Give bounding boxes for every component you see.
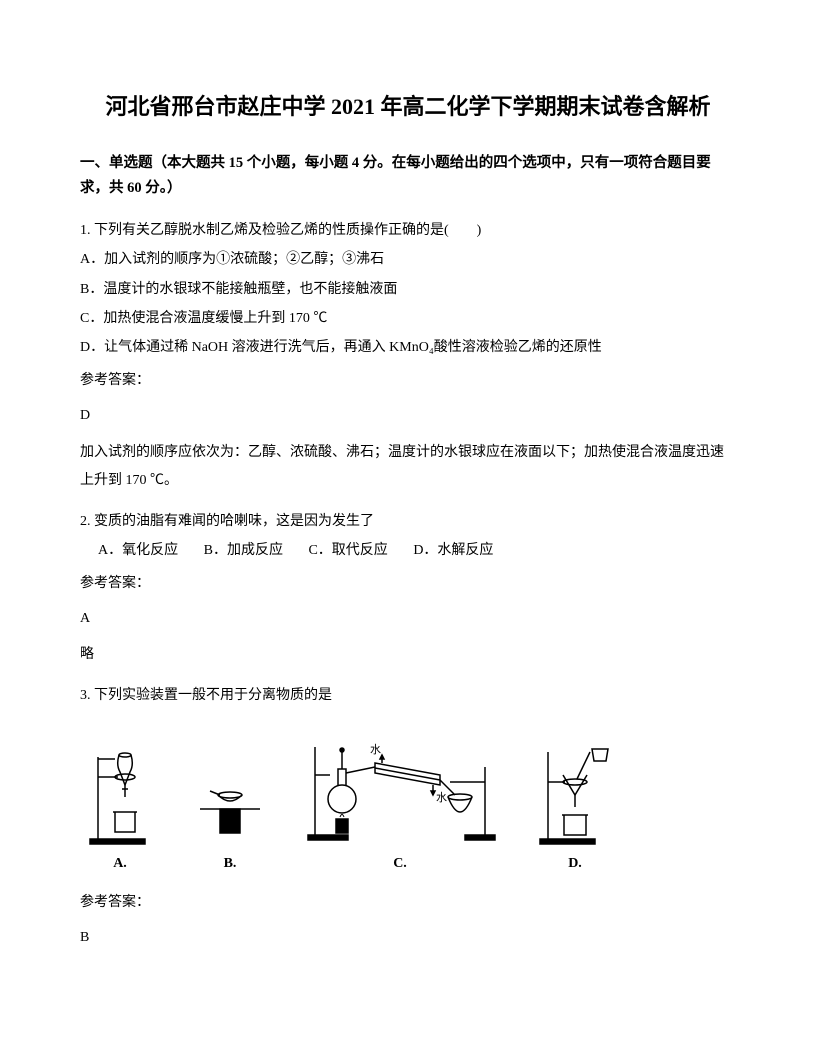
apparatus-a-icon (80, 737, 160, 847)
diagram-b: B. (190, 767, 270, 876)
q2-answer: A (80, 606, 736, 631)
q3-answer-label: 参考答案： (80, 890, 736, 915)
diagram-c-label: C. (393, 851, 407, 876)
q3-stem: 3. 下列实验装置一般不用于分离物质的是 (80, 683, 736, 708)
q2-option-a: A．氧化反应 (98, 543, 178, 558)
svg-text:水: 水 (436, 791, 447, 804)
diagram-b-label: B. (224, 851, 237, 876)
q2-options: A．氧化反应 B．加成反应 C．取代反应 D．水解反应 (80, 538, 736, 563)
q1-option-b: B．温度计的水银球不能接触瓶壁，也不能接触液面 (80, 277, 736, 302)
q1-answer-label: 参考答案： (80, 368, 736, 393)
diagram-d-label: D. (568, 851, 582, 876)
q1-stem: 1. 下列有关乙醇脱水制乙烯及检验乙烯的性质操作正确的是( ) (80, 218, 736, 243)
section-header: 一、单选题（本大题共 15 个小题，每小题 4 分。在每小题给出的四个选项中，只… (80, 151, 736, 200)
apparatus-d-icon (530, 737, 620, 847)
q2-explanation: 略 (80, 641, 736, 669)
q2-stem: 2. 变质的油脂有难闻的哈喇味，这是因为发生了 (80, 509, 736, 534)
q2-option-b: B．加成反应 (204, 543, 283, 558)
diagram-a: A. (80, 737, 160, 876)
apparatus-b-icon (190, 767, 270, 847)
q1-option-c: C．加热使混合液温度缓慢上升到 170 ℃ (80, 306, 736, 331)
apparatus-c-icon: 水 水 (300, 727, 500, 847)
q1-answer: D (80, 403, 736, 428)
page-title: 河北省邢台市赵庄中学 2021 年高二化学下学期期末试卷含解析 (80, 90, 736, 123)
question-3: 3. 下列实验装置一般不用于分离物质的是 (80, 683, 736, 950)
q1-option-d: D．让气体通过稀 NaOH 溶液进行洗气后，再通入 KMnO₄酸性溶液检验乙烯的… (80, 335, 736, 360)
diagram-d: D. (530, 737, 620, 876)
q2-answer-label: 参考答案： (80, 571, 736, 596)
diagram-a-label: A. (113, 851, 127, 876)
q1-option-a: A．加入试剂的顺序为①浓硫酸；②乙醇；③沸石 (80, 247, 736, 272)
svg-text:水: 水 (370, 743, 381, 756)
question-1: 1. 下列有关乙醇脱水制乙烯及检验乙烯的性质操作正确的是( ) A．加入试剂的顺… (80, 218, 736, 494)
q3-answer: B (80, 925, 736, 950)
q2-option-c: C．取代反应 (308, 543, 387, 558)
q1-explanation: 加入试剂的顺序应依次为：乙醇、浓硫酸、沸石；温度计的水银球应在液面以下；加热使混… (80, 439, 736, 495)
q3-diagrams: A. B. (80, 727, 736, 876)
question-2: 2. 变质的油脂有难闻的哈喇味，这是因为发生了 A．氧化反应 B．加成反应 C．… (80, 509, 736, 670)
diagram-c: 水 水 C. (300, 727, 500, 876)
q2-option-d: D．水解反应 (413, 543, 493, 558)
